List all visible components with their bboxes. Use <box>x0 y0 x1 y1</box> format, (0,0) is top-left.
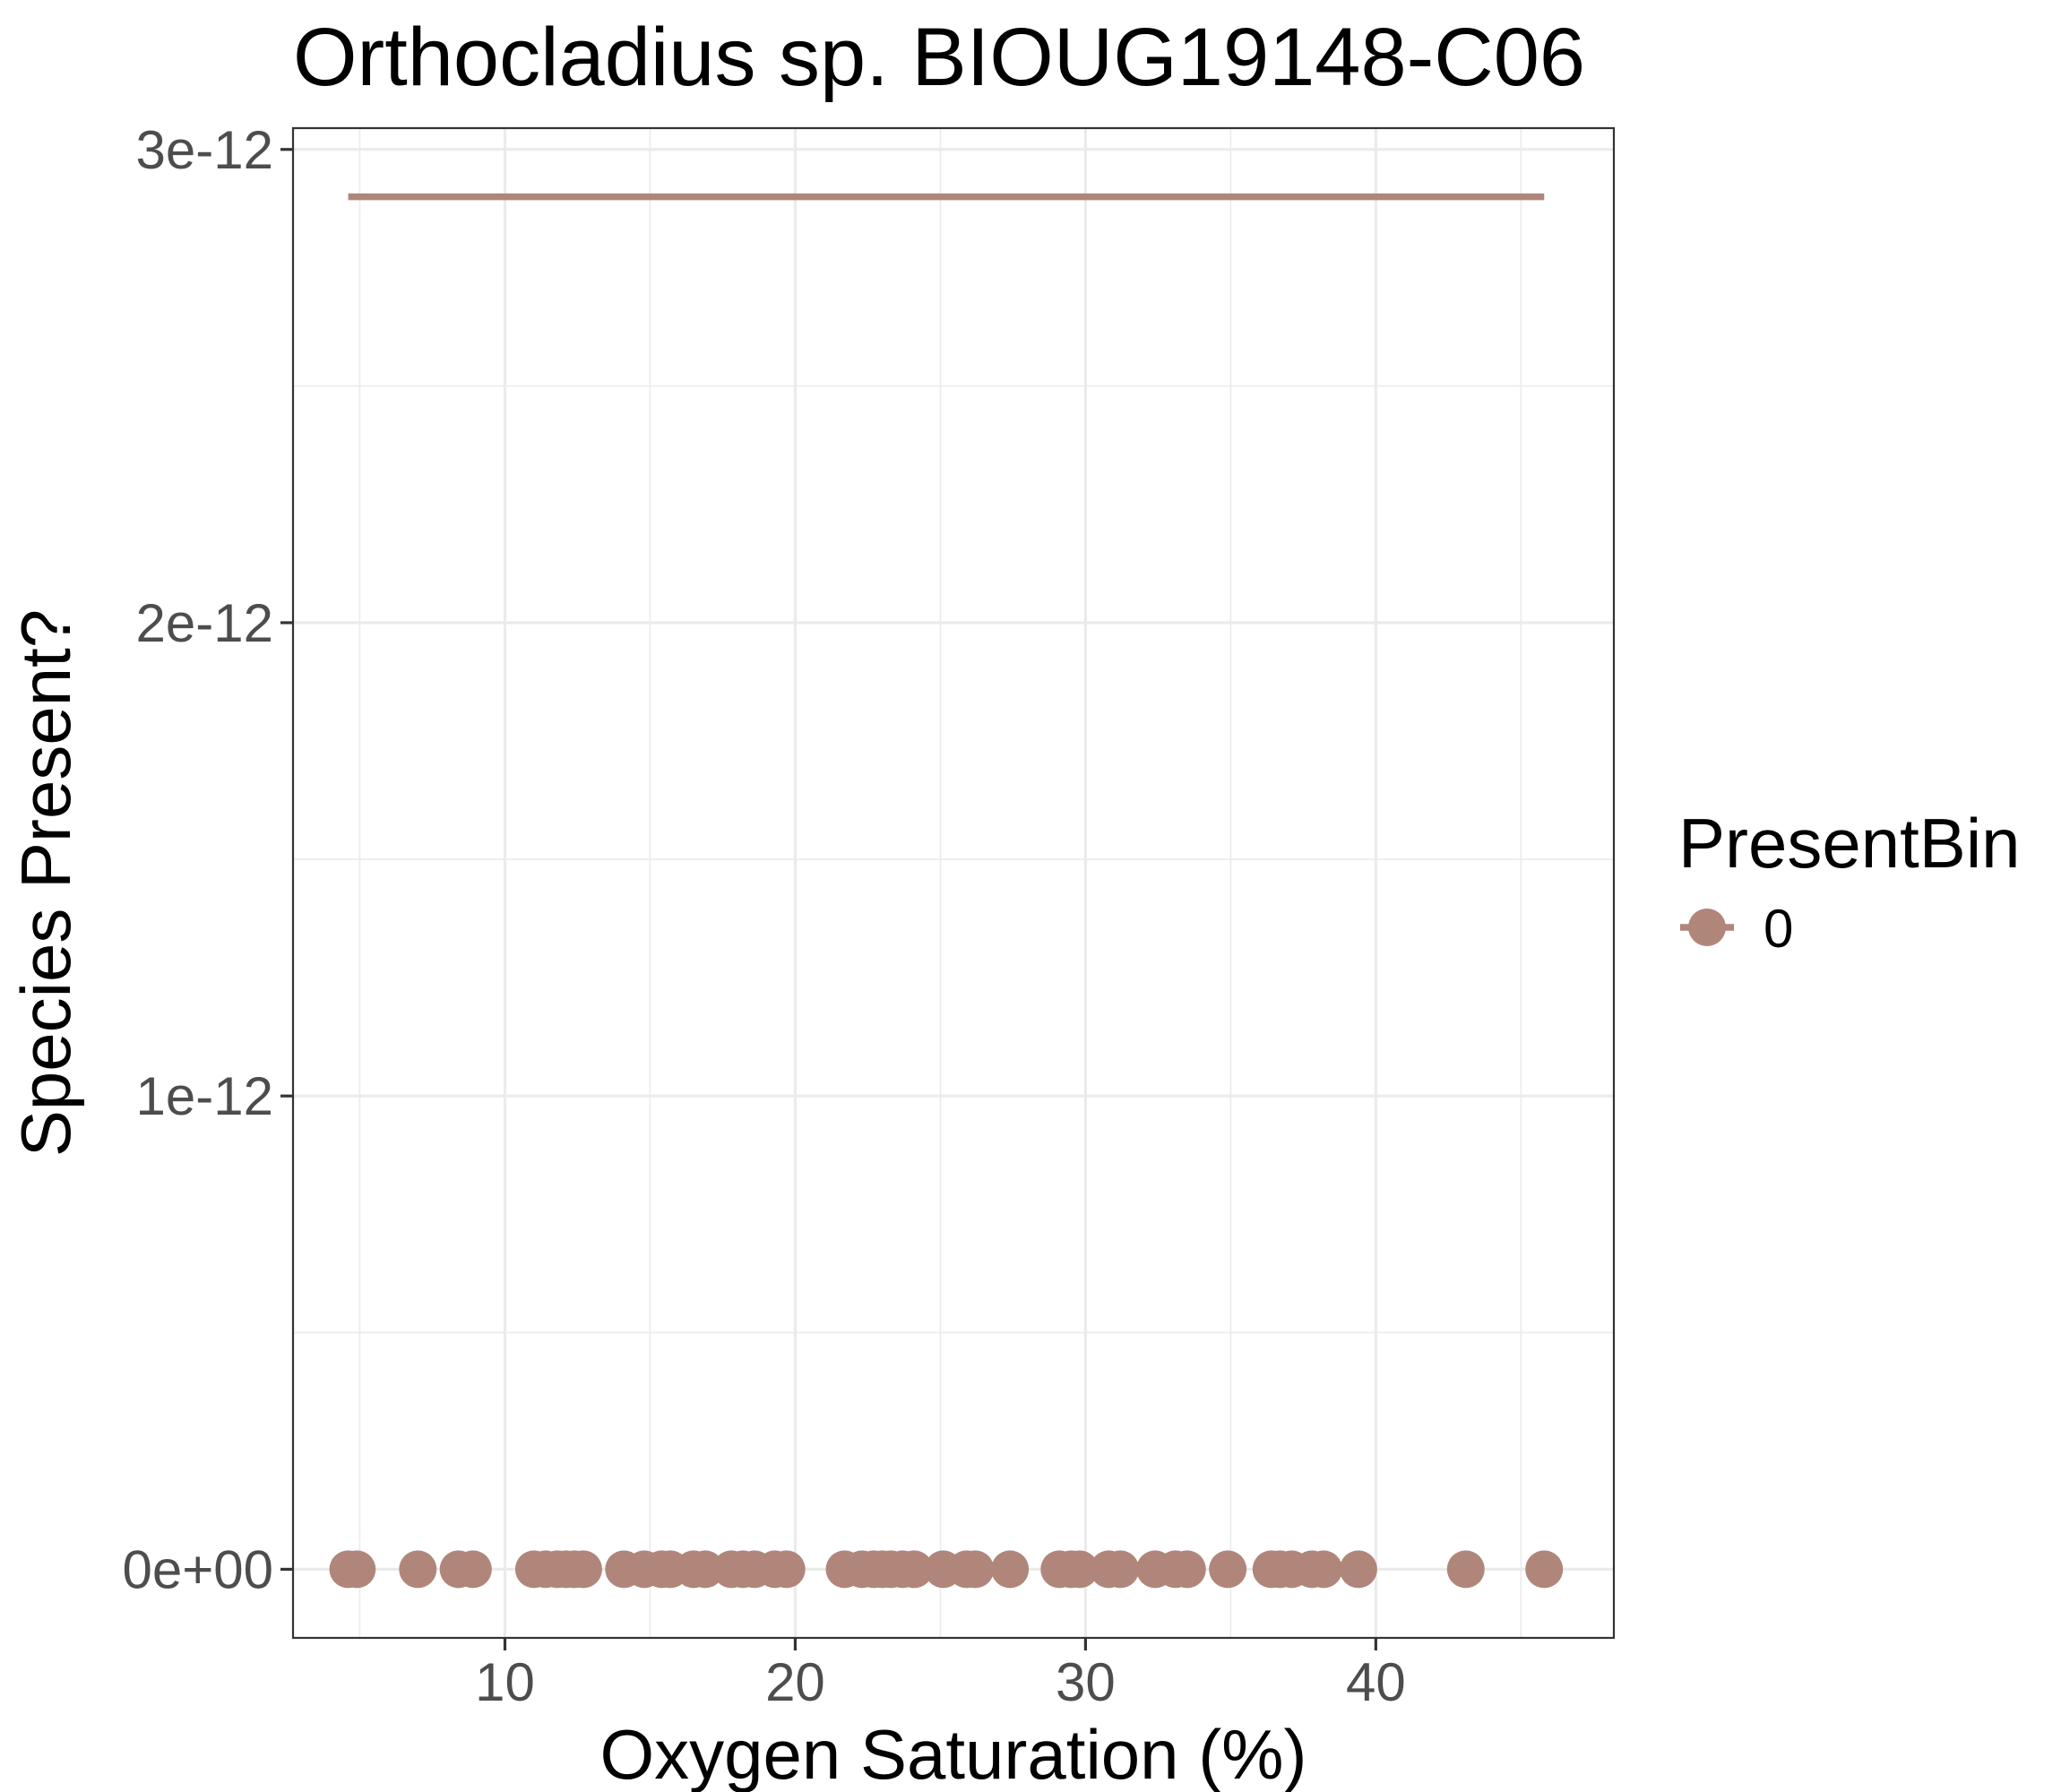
x-axis-title: Oxygen Saturation (%) <box>599 1715 1306 1792</box>
data-point <box>1060 1550 1099 1589</box>
data-point <box>1305 1550 1343 1589</box>
x-tick-label: 20 <box>765 1652 825 1712</box>
y-axis: 0e+00 1e-12 2e-12 3e-12 <box>122 120 293 1599</box>
plot-panel <box>291 126 1616 1640</box>
chart-title: Orthocladius sp. BIOUG19148-C06 <box>293 12 1585 103</box>
data-point <box>1446 1550 1485 1589</box>
data-point <box>1525 1550 1564 1589</box>
y-tick-label: 3e-12 <box>136 120 273 180</box>
data-point <box>991 1550 1030 1589</box>
data-point <box>1168 1550 1206 1589</box>
y-tick-label: 0e+00 <box>122 1539 273 1599</box>
data-point <box>895 1550 934 1589</box>
y-axis-title: Species Present? <box>6 609 85 1157</box>
data-point <box>767 1550 806 1589</box>
points-layer <box>329 1550 1564 1589</box>
data-point <box>1101 1550 1140 1589</box>
y-tick-label: 1e-12 <box>136 1066 273 1126</box>
legend-key-point <box>1688 909 1726 946</box>
data-point <box>956 1550 995 1589</box>
legend-label: 0 <box>1763 899 1793 959</box>
y-tick-label: 2e-12 <box>136 593 273 653</box>
data-point <box>399 1550 437 1589</box>
x-tick-label: 40 <box>1346 1652 1406 1712</box>
data-point <box>564 1550 602 1589</box>
grid <box>293 128 1614 1638</box>
data-point <box>1339 1550 1377 1589</box>
data-point <box>453 1550 492 1589</box>
x-tick-label: 10 <box>475 1652 535 1712</box>
data-point <box>338 1550 376 1589</box>
legend-title: PresentBin <box>1678 804 2021 883</box>
data-point <box>1209 1550 1247 1589</box>
legend: PresentBin 0 <box>1678 804 2021 959</box>
data-point <box>686 1550 725 1589</box>
x-tick-label: 30 <box>1056 1652 1116 1712</box>
x-axis: 10 20 30 40 <box>475 1638 1406 1712</box>
